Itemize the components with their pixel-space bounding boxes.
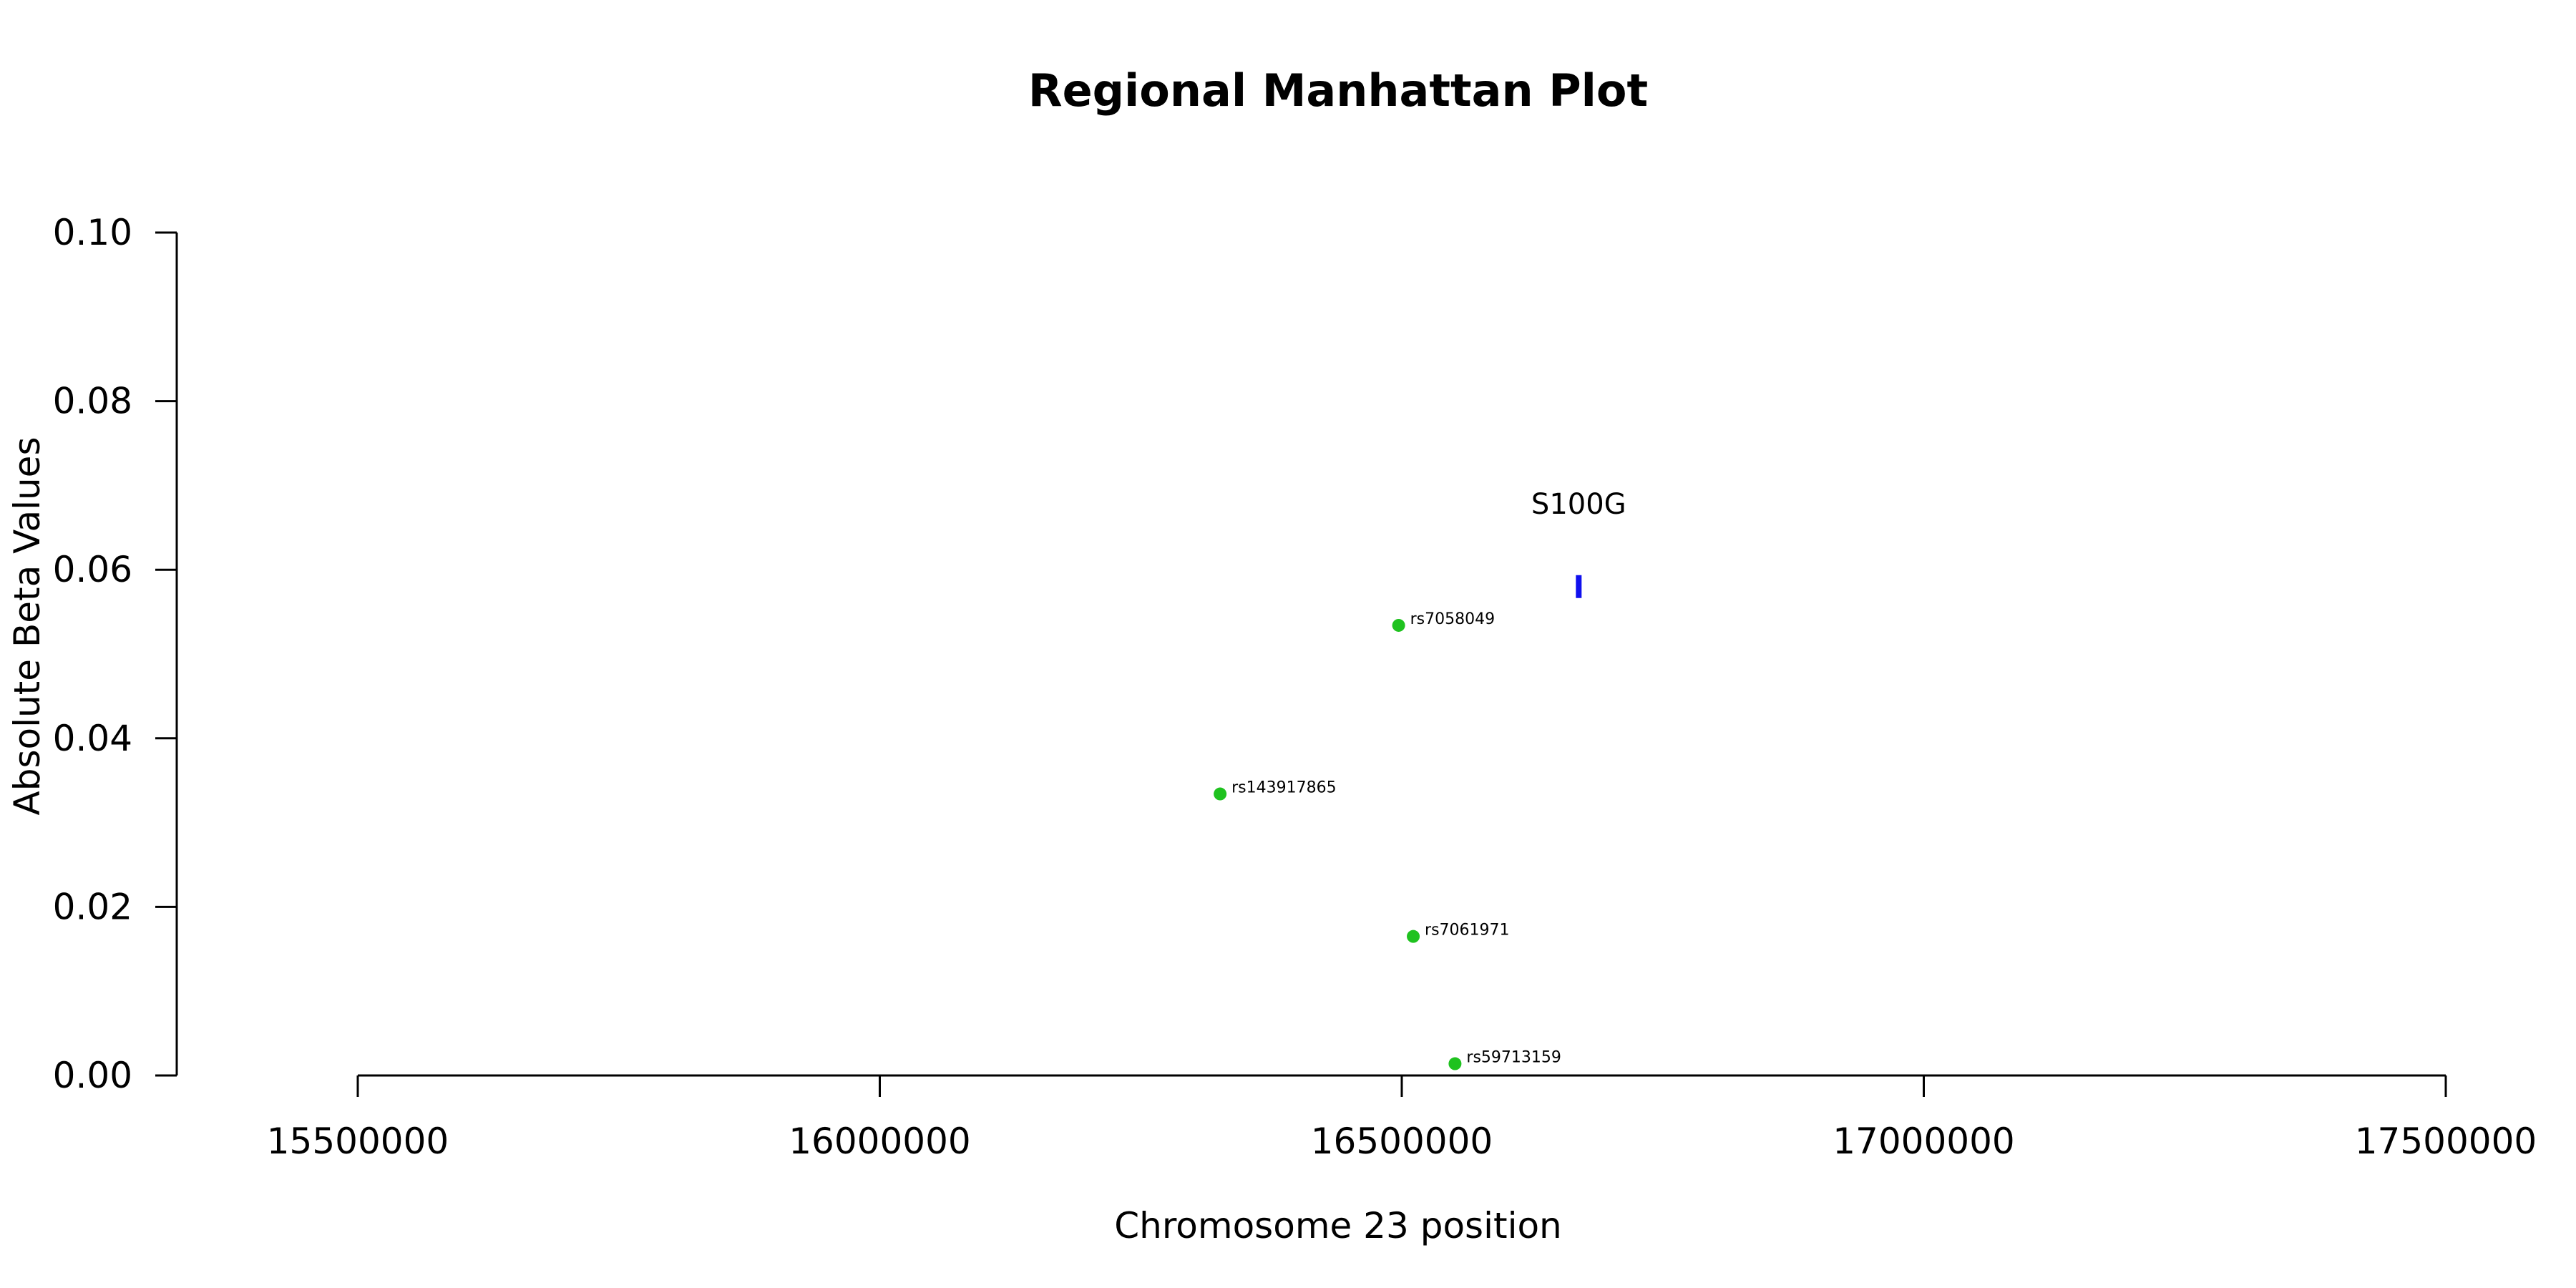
snp-point: [1407, 930, 1420, 943]
x-tick-label: 17500000: [2355, 1121, 2537, 1162]
x-axis-label: Chromosome 23 position: [1114, 1205, 1562, 1246]
snp-label: rs7058049: [1410, 610, 1496, 628]
y-tick-label: 0.00: [53, 1055, 132, 1096]
y-tick-label: 0.02: [53, 886, 132, 927]
gene-annotations: S100G: [1531, 488, 1626, 598]
snp-label: rs143917865: [1231, 779, 1336, 797]
x-tick-label: 17000000: [1833, 1121, 2015, 1162]
snp-point: [1392, 618, 1405, 632]
x-tick-label: 16500000: [1311, 1121, 1493, 1162]
y-tick-label: 0.04: [53, 718, 132, 759]
x-axis: 15500000 16000000 16500000 17000000 17500000: [267, 1074, 2537, 1162]
y-tick-label: 0.08: [53, 381, 132, 422]
snp-point: [1214, 787, 1227, 801]
gene-label: S100G: [1531, 488, 1626, 521]
gene-bar: [1576, 575, 1582, 598]
y-axis: 0.00 0.02 0.04 0.06 0.08 0.10: [53, 212, 178, 1096]
chart-title: Regional Manhattan Plot: [1028, 64, 1648, 117]
data-points: rs7058049 rs143917865 rs7061971 rs59713159: [1214, 610, 1561, 1070]
y-tick-label: 0.06: [53, 549, 132, 590]
snp-point: [1448, 1057, 1462, 1070]
snp-label: rs7061971: [1425, 922, 1509, 940]
x-tick-label: 16000000: [789, 1121, 971, 1162]
y-axis-label: Absolute Beta Values: [6, 437, 48, 816]
y-tick-label: 0.10: [53, 212, 132, 253]
snp-label: rs59713159: [1466, 1049, 1561, 1067]
x-tick-label: 15500000: [267, 1121, 449, 1162]
